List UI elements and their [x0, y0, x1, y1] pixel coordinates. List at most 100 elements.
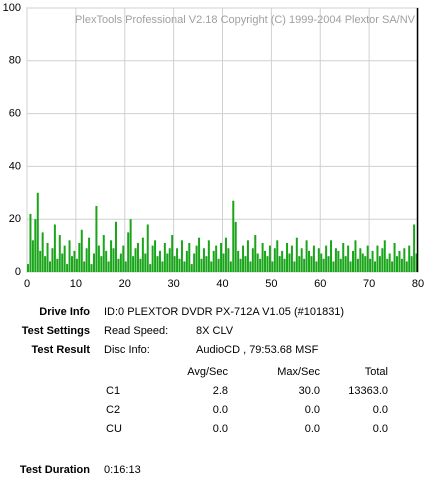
bar — [144, 253, 147, 272]
bar — [303, 258, 306, 272]
bar — [117, 258, 120, 272]
bar — [391, 261, 394, 272]
bar — [251, 248, 254, 272]
bar — [127, 232, 130, 272]
bar — [290, 245, 293, 272]
bar — [58, 235, 61, 272]
y-tick-label: 20 — [9, 213, 21, 225]
bar — [173, 256, 176, 272]
bar — [266, 256, 269, 272]
bar — [413, 224, 416, 272]
bar — [256, 253, 259, 272]
bar — [410, 256, 413, 272]
bar — [39, 250, 42, 272]
bar — [381, 248, 384, 272]
bar — [102, 235, 105, 272]
bar — [80, 229, 83, 272]
bar — [85, 248, 88, 272]
bar — [193, 253, 196, 272]
bar — [271, 261, 274, 272]
bar — [295, 237, 298, 272]
bar — [222, 253, 225, 272]
bar — [202, 248, 205, 272]
bar — [56, 258, 59, 272]
column-header: Max/Sec — [277, 366, 320, 378]
bar — [190, 264, 193, 272]
bar — [403, 248, 406, 272]
y-tick-label: 60 — [9, 108, 21, 120]
value: 8X CLV — [196, 325, 234, 337]
bar — [53, 224, 56, 272]
bar — [349, 261, 352, 272]
bar — [151, 245, 154, 272]
bar — [156, 256, 159, 272]
bar — [31, 240, 34, 272]
bar — [119, 253, 122, 272]
bar — [163, 242, 166, 272]
cell: 0.0 — [373, 404, 388, 416]
bar — [73, 250, 76, 272]
bar — [129, 219, 132, 272]
bar — [146, 224, 149, 272]
label: Test Result — [32, 344, 91, 356]
label: Drive Info — [39, 306, 90, 318]
bar — [344, 256, 347, 272]
bar — [139, 258, 142, 272]
bar — [207, 240, 210, 272]
bar — [347, 245, 350, 272]
x-tick-label: 0 — [24, 278, 30, 290]
bar — [227, 248, 230, 272]
bar — [405, 261, 408, 272]
bar — [90, 264, 93, 272]
bar — [176, 248, 179, 272]
bar — [352, 250, 355, 272]
x-tick-label: 60 — [314, 278, 326, 290]
bar — [232, 200, 235, 272]
bar — [364, 256, 367, 272]
bar — [46, 242, 49, 272]
row-label: CU — [106, 423, 122, 435]
bar — [92, 253, 95, 272]
bar — [122, 245, 125, 272]
bar — [237, 250, 240, 272]
bar — [310, 256, 313, 272]
y-tick-label: 40 — [9, 160, 21, 172]
bar — [378, 256, 381, 272]
bar — [112, 248, 115, 272]
bar — [229, 261, 232, 272]
cell: 13363.0 — [348, 385, 388, 397]
bar — [283, 258, 286, 272]
x-tick-label: 30 — [168, 278, 180, 290]
bar — [185, 250, 188, 272]
bar — [337, 250, 340, 272]
cell: 0.0 — [213, 404, 228, 416]
bar — [288, 253, 291, 272]
bar — [254, 235, 257, 272]
bar — [220, 242, 223, 272]
bar — [325, 245, 328, 272]
bar — [268, 245, 271, 272]
label: Read Speed: — [104, 325, 168, 337]
column-header: Avg/Sec — [187, 366, 228, 378]
bar — [149, 264, 152, 272]
bar — [388, 253, 391, 272]
bar — [100, 256, 103, 272]
bar — [342, 242, 345, 272]
bar — [356, 258, 359, 272]
bar — [217, 258, 220, 272]
bar — [312, 245, 315, 272]
bar — [300, 248, 303, 272]
x-tick-label: 80 — [412, 278, 424, 290]
value: 0:16:13 — [104, 464, 141, 476]
bar — [34, 219, 37, 272]
bar — [44, 256, 47, 272]
bar — [212, 250, 215, 272]
bar — [415, 253, 418, 272]
bar — [136, 242, 139, 272]
bar — [286, 242, 289, 272]
bar — [224, 237, 227, 272]
bar — [124, 261, 127, 272]
bar — [308, 250, 311, 272]
row-label: C1 — [106, 385, 120, 397]
bar — [361, 253, 364, 272]
